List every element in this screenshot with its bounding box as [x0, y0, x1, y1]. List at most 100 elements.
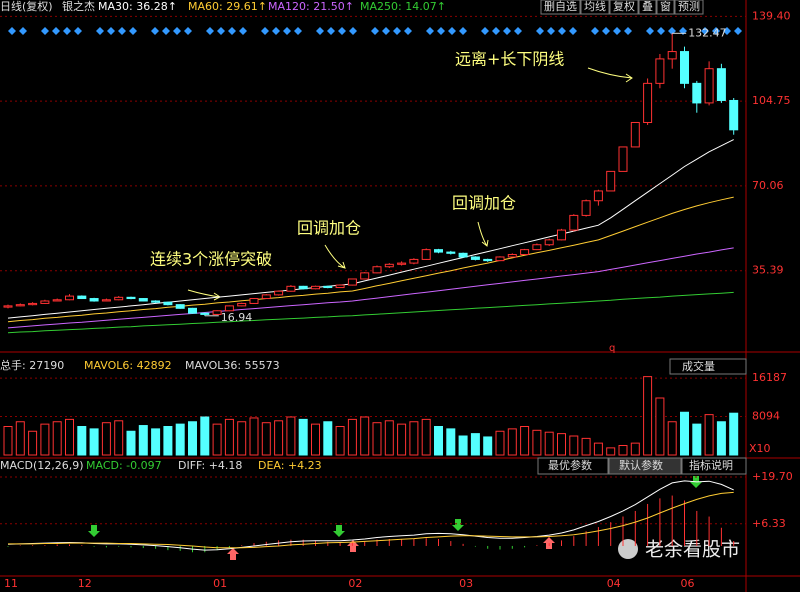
signal-diamond [602, 27, 610, 35]
x-tick-label: 02 [348, 577, 362, 590]
volume-ma6: MAVOL6: 42892 [84, 359, 172, 372]
indicator-select[interactable]: 成交量 [682, 359, 715, 373]
signal-diamond [52, 27, 60, 35]
signal-diamond [316, 27, 324, 35]
signal-diamond [217, 27, 225, 35]
volume-bar [126, 430, 136, 456]
volume-bar [557, 433, 566, 456]
watermark: 老余看股市 [645, 539, 740, 561]
signal-diamond [239, 27, 247, 35]
candle-body [593, 190, 603, 202]
volume-bar [40, 423, 50, 456]
legend-entry: MA250: 14.07↑ [360, 0, 446, 13]
dea-line [8, 491, 734, 549]
toolbar-label[interactable]: 叠 [642, 0, 653, 13]
indicator-box[interactable] [669, 358, 747, 375]
volume-bar [347, 418, 357, 456]
volume-bar [483, 436, 493, 456]
candle-body [667, 51, 677, 60]
candle-body [175, 304, 185, 309]
tab[interactable] [608, 457, 682, 475]
toolbar-button[interactable] [638, 0, 657, 15]
candle-body [606, 170, 616, 192]
toolbar-label[interactable]: 均线 [584, 0, 606, 13]
volume-bar [200, 416, 210, 456]
candle-body [40, 300, 50, 304]
volume-bar [692, 423, 702, 456]
tab-label[interactable]: 默认参数 [619, 458, 663, 472]
volume-bar [470, 433, 480, 456]
candle-body [126, 296, 136, 300]
toolbar-label[interactable]: 窗 [660, 0, 671, 13]
candle-body [716, 68, 726, 101]
volume-bar [680, 411, 689, 456]
signal-diamond [228, 27, 236, 35]
toolbar-label[interactable]: 预测 [678, 0, 700, 13]
toolbar-button[interactable] [674, 0, 704, 15]
volume-bar [643, 376, 653, 456]
signal-diamond [327, 27, 335, 35]
signal-diamond [294, 27, 302, 35]
x-tick-label: 12 [78, 577, 92, 590]
annotation: 连续3个涨停突破 [150, 250, 272, 269]
volume-bar [421, 418, 431, 456]
toolbar-button[interactable] [656, 0, 675, 15]
candle-body [360, 272, 370, 280]
signal-diamond [591, 27, 599, 35]
signal-diamond [41, 27, 49, 35]
candle-body [618, 146, 628, 172]
volume-bar [261, 422, 271, 456]
volume-bar [384, 420, 394, 456]
toolbar-label[interactable]: 删自选 [544, 0, 577, 13]
candle-body [507, 254, 517, 258]
tab-label[interactable]: 最优参数 [548, 458, 592, 472]
candle-body [298, 285, 308, 290]
candle-body [323, 285, 333, 289]
candle-body [729, 99, 739, 131]
volume-bar [630, 442, 640, 456]
candle-body [274, 290, 284, 296]
volume-bar [372, 422, 382, 456]
x-tick-label: 11 [4, 577, 18, 590]
volume-bar [704, 414, 714, 456]
y-tick-label: 16187 [752, 371, 787, 384]
candle-body [101, 299, 111, 302]
volume-bar [618, 445, 628, 456]
volume-bar [434, 426, 443, 456]
volume-total: 总手: 27190 [0, 358, 64, 372]
candle-body [286, 285, 296, 292]
toolbar-button[interactable] [609, 0, 639, 15]
annotation-arrows [187, 67, 633, 301]
volume-bar [15, 421, 25, 456]
candle-body [347, 278, 357, 286]
volume-bar [569, 435, 579, 456]
signal-diamond [184, 27, 192, 35]
annotation: 回调加仓 [297, 219, 361, 238]
diff-line [7, 480, 734, 551]
signal-diamond [701, 27, 709, 35]
signal-diamond [96, 27, 104, 35]
x-tick-label: 04 [607, 577, 621, 590]
signal-diamond [712, 27, 720, 35]
stock-name: 银之杰 [62, 0, 95, 13]
signal-diamond [19, 27, 27, 35]
candle-body [311, 285, 320, 290]
volume-bar [311, 423, 320, 456]
signal-diamond [536, 27, 544, 35]
y-tick-label: 8094 [752, 410, 780, 423]
ma-line [7, 247, 734, 329]
candle-body [249, 298, 259, 304]
tab[interactable] [681, 457, 747, 475]
candle-body [458, 252, 468, 258]
tab[interactable] [537, 457, 609, 475]
volume-bar [101, 422, 111, 456]
tab-label[interactable]: 指标说明 [689, 458, 733, 472]
candle-body [224, 305, 234, 312]
volume-bar [323, 421, 333, 456]
toolbar-label[interactable]: 复权 [613, 0, 635, 13]
toolbar-button[interactable] [580, 0, 610, 15]
candle-body [163, 301, 173, 306]
volume-bar [409, 421, 419, 456]
toolbar-button[interactable] [540, 0, 581, 15]
